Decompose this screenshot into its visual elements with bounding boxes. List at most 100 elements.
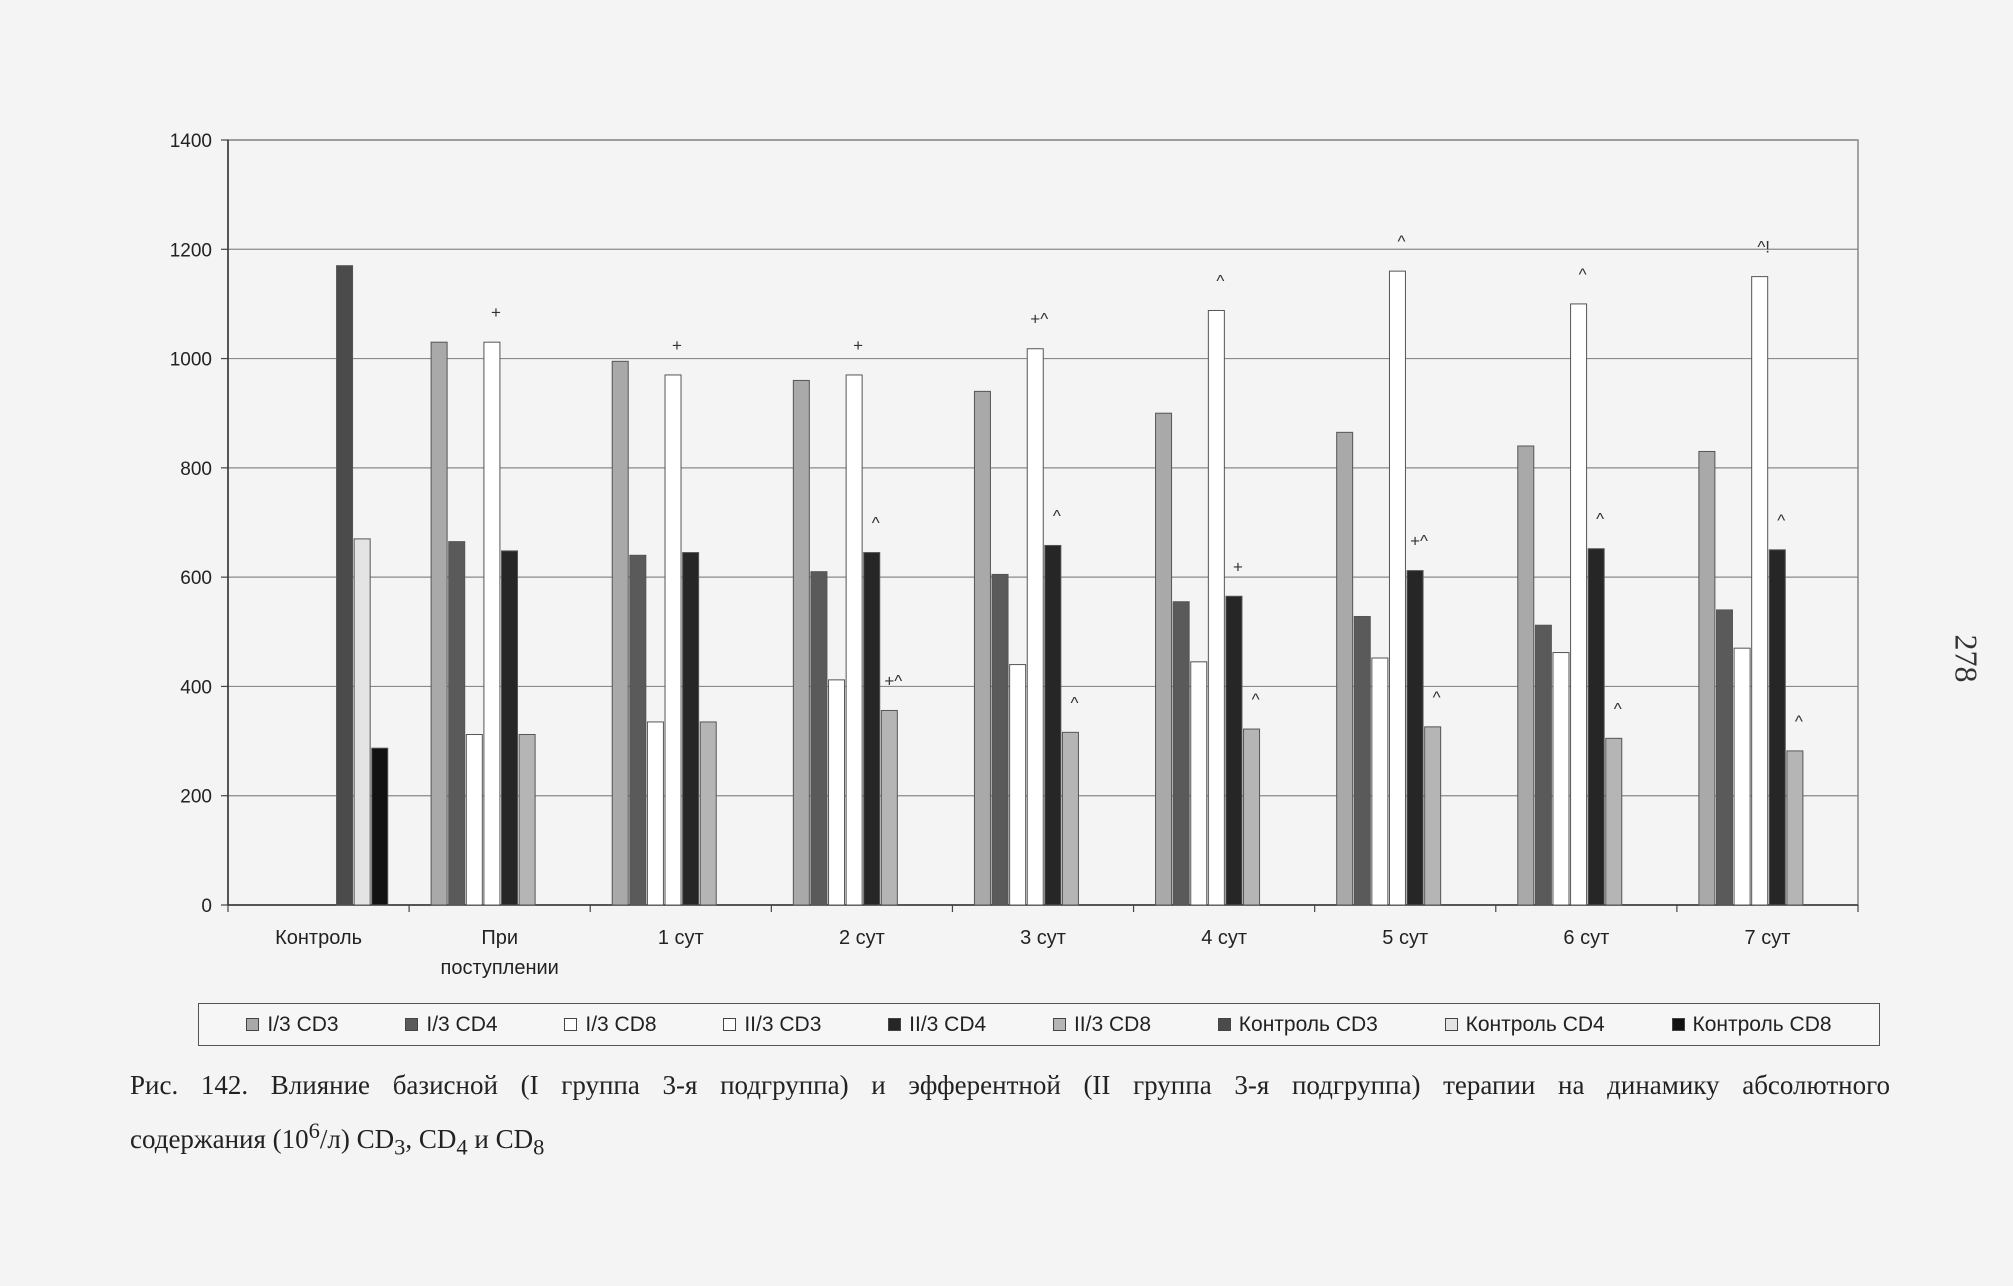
significance-mark: ^	[1795, 712, 1803, 731]
x-tick-label: 7 сут	[1745, 927, 1791, 949]
legend-item: II/3 CD4	[888, 1013, 986, 1037]
y-tick-label: 0	[201, 896, 212, 917]
bar-i-3-cd8	[1371, 657, 1389, 906]
significance-mark: ^	[1216, 271, 1224, 290]
bar-ii-3-cd4	[1044, 544, 1062, 906]
legend-item: Контроль CD8	[1671, 1012, 1832, 1037]
bar-ii-3-cd4	[682, 552, 700, 906]
bar-ii-3-cd3	[483, 341, 501, 906]
legend-swatch	[1217, 1018, 1231, 1031]
bar-ii-3-cd8	[1786, 750, 1804, 906]
legend: I/3 CD3 I/3 CD4 I/3 CD8 II/3 CD3 II/3 CD4 II/…	[198, 1003, 1880, 1046]
legend-label: II/3 CD8	[1073, 1012, 1151, 1036]
significance-mark: +	[853, 336, 863, 355]
significance-mark: ^	[1777, 511, 1785, 530]
bar-ii-3-cd4	[1406, 570, 1424, 906]
x-tick-label: 5 сут	[1382, 927, 1428, 949]
bars	[336, 265, 1804, 906]
significance-mark: +^	[884, 671, 902, 690]
significance-mark: +^	[1030, 310, 1048, 329]
x-tick-label: 2 сут	[839, 927, 885, 949]
bar-i-3-cd8	[1190, 661, 1208, 906]
bar-ii-3-cd3	[1751, 276, 1769, 906]
x-tick-label: 1 сут	[658, 927, 704, 949]
legend-item: I/3 CD3	[246, 1012, 339, 1037]
y-tick-label: 1000	[170, 350, 212, 371]
figure-caption-line-2: содержания (106/л) CD3, CD4 и CD8	[130, 1118, 545, 1160]
bar-ii-3-cd4	[501, 550, 519, 906]
bar-ii-3-cd8	[1061, 731, 1079, 906]
bar-i-3-cd4	[991, 573, 1009, 906]
bar-ii-3-cd3	[1570, 303, 1588, 906]
bar-i-3-cd4	[1353, 615, 1371, 906]
legend-label: II/3 CD4	[909, 1012, 987, 1036]
significance-mark: ^	[1070, 693, 1078, 712]
legend-swatch	[723, 1018, 737, 1031]
legend-label: Контроль CD3	[1238, 1012, 1378, 1036]
bar-i-3-cd4	[1172, 601, 1190, 906]
significance-mark: ^	[1053, 506, 1061, 525]
x-tick-label: поступлении	[440, 957, 558, 979]
significance-mark: +^	[1410, 532, 1428, 551]
significance-mark: ^!	[1757, 238, 1770, 257]
significance-mark: ^	[1596, 510, 1604, 529]
legend-item: I/3 CD8	[564, 1012, 657, 1037]
legend-item: II/3 CD3	[723, 1013, 821, 1037]
significance-mark: +	[491, 303, 501, 322]
bar-i-3-cd3	[1155, 412, 1173, 906]
significance-mark: ^	[872, 514, 880, 533]
legend-swatch	[564, 1018, 578, 1031]
x-tick-label: 3 сут	[1020, 927, 1066, 949]
legend-label: I/3 CD8	[585, 1012, 657, 1036]
significance-mark: ^	[1433, 688, 1441, 707]
bar-i-3-cd3	[792, 379, 810, 906]
bar-i-3-cd3	[430, 341, 448, 906]
bar-ii-3-cd3	[664, 374, 682, 906]
legend-swatch	[246, 1018, 260, 1031]
legend-swatch	[405, 1018, 419, 1031]
significance-mark: ^	[1397, 232, 1405, 251]
bar-ii-3-cd4	[863, 552, 881, 906]
significance-mark: ^	[1614, 699, 1622, 718]
legend-swatch	[1671, 1018, 1685, 1031]
y-tick-label: 200	[180, 787, 212, 808]
bar-ii-3-cd4	[1768, 549, 1786, 906]
bar-i-3-cd3	[611, 360, 629, 906]
legend-label: I/3 CD4	[426, 1012, 498, 1036]
bar-контроль-cd4	[353, 538, 371, 906]
x-tick-label: Контроль	[275, 927, 362, 949]
legend-item: II/3 CD8	[1052, 1012, 1151, 1037]
legend-label: Контроль CD8	[1692, 1012, 1832, 1036]
significance-mark: ^	[1252, 690, 1260, 709]
bar-i-3-cd4	[1534, 624, 1552, 906]
legend-swatch	[888, 1018, 902, 1031]
bar-i-3-cd3	[973, 390, 991, 906]
bar-контроль-cd8	[371, 747, 389, 906]
bar-i-3-cd4	[810, 571, 828, 906]
legend-label: I/3 CD3	[267, 1012, 339, 1036]
y-tick-label: 1200	[170, 240, 212, 261]
bar-ii-3-cd3	[1207, 309, 1225, 906]
x-tick-label: 4 сут	[1201, 927, 1247, 949]
bar-ii-3-cd8	[699, 721, 717, 906]
chart: ++ +^+^+^^^^+^^+^^^^^^!^^ 020040060080010…	[170, 131, 1859, 979]
bar-i-3-cd8	[1009, 664, 1027, 906]
bar-ii-3-cd8	[1605, 737, 1623, 906]
legend-item: Контроль CD3	[1217, 1012, 1378, 1037]
y-tick-label: 800	[180, 459, 212, 480]
axis-labels: 0 200 400 600 800 1000 1200 1400 Контроль При пост…	[170, 131, 1791, 979]
bar-i-3-cd8	[646, 721, 664, 906]
bar-контроль-cd3	[336, 265, 354, 906]
bar-ii-3-cd3	[1026, 348, 1044, 906]
bar-ii-3-cd4	[1587, 548, 1605, 906]
bar-ii-3-cd3	[1388, 270, 1406, 906]
bar-ii-3-cd8	[880, 709, 898, 906]
x-tick-label: При	[481, 927, 518, 949]
bar-ii-3-cd3	[845, 374, 863, 906]
legend-swatch	[1444, 1018, 1458, 1031]
y-tick-label: 1400	[170, 131, 212, 152]
legend-item: I/3 CD4	[405, 1012, 498, 1037]
y-tick-label: 600	[180, 568, 212, 589]
legend-label: II/3 CD3	[744, 1012, 822, 1036]
y-tick-label: 400	[180, 677, 212, 698]
